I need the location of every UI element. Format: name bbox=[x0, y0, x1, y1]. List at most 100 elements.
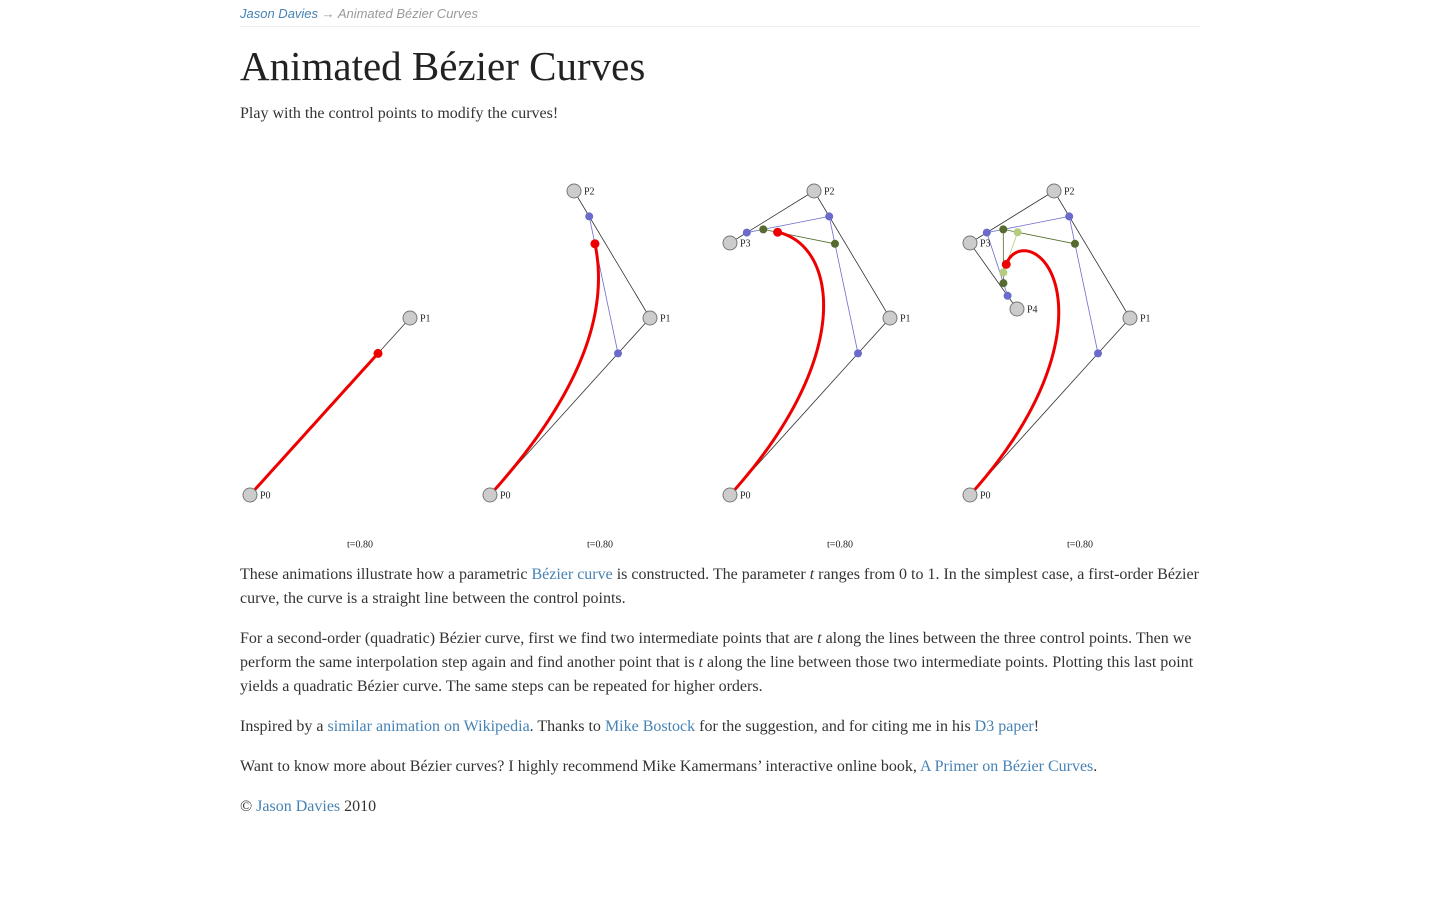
intermediate-point bbox=[830, 239, 839, 248]
breadcrumb: Jason Davies → Animated Bézier Curves bbox=[240, 6, 1200, 27]
page-title: Animated Bézier Curves bbox=[240, 43, 646, 89]
control-point bbox=[402, 310, 418, 326]
intermediate-point bbox=[999, 225, 1008, 234]
intermediate-point bbox=[742, 228, 751, 237]
intermediate-point bbox=[999, 268, 1008, 277]
text: Want to know more about Bézier curves? I… bbox=[240, 758, 920, 776]
intermediate-point bbox=[1070, 239, 1079, 248]
link[interactable]: Jason Davies bbox=[256, 798, 341, 816]
control-point bbox=[642, 310, 658, 326]
link[interactable]: Bézier curve bbox=[531, 566, 613, 584]
construction-line bbox=[1053, 190, 1131, 319]
control-point bbox=[882, 310, 898, 326]
construction-line bbox=[969, 190, 1055, 244]
control-point-label: P0 bbox=[980, 490, 991, 501]
text: Inspired by a bbox=[240, 718, 328, 736]
bezier-figures: P0 P1 t=0.80 P0 P1 P2 t=0.80 P0 P1 P2 P3 t=0.80 P0 P1… bbox=[242, 183, 1151, 550]
text: ranges from 0 to 1. In the simplest case… bbox=[240, 566, 1199, 608]
italic: t bbox=[809, 566, 815, 584]
text: along the lines between the three contro… bbox=[240, 630, 1192, 672]
bezier-figure: P0 P1 P2 t=0.80 bbox=[482, 183, 671, 550]
control-point-label: P2 bbox=[584, 186, 595, 197]
text: © bbox=[240, 798, 257, 816]
t-label: t=0.80 bbox=[827, 539, 853, 550]
construction-line bbox=[813, 190, 891, 319]
control-point-label: P2 bbox=[1064, 186, 1075, 197]
bezier-figure: P0 P1 P2 P3 t=0.80 bbox=[722, 183, 911, 550]
italic: t bbox=[698, 654, 703, 672]
text: . Thanks to bbox=[529, 718, 605, 736]
control-point-label: P0 bbox=[260, 490, 271, 501]
bezier-figure: P0 P1 P2 P3 P4 t=0.80 bbox=[962, 183, 1151, 550]
intermediate-point bbox=[1094, 349, 1102, 358]
curve-point bbox=[373, 348, 383, 358]
text: along the line between those two interme… bbox=[240, 654, 1194, 696]
intermediate-point bbox=[585, 212, 594, 221]
link[interactable]: Mike Bostock bbox=[604, 718, 696, 736]
paragraph: Inspired by a similar animation on Wikip… bbox=[240, 715, 1200, 739]
intermediate-point bbox=[1065, 212, 1074, 221]
bezier-curve bbox=[488, 243, 600, 497]
paragraph: These animations illustrate how a parame… bbox=[240, 563, 1200, 611]
link[interactable]: similar animation on Wikipedia bbox=[327, 718, 530, 736]
control-point-label: P1 bbox=[900, 313, 911, 324]
intro: Play with the control points to modify t… bbox=[240, 105, 559, 123]
control-point-label: P0 bbox=[500, 490, 511, 501]
control-point-label: P1 bbox=[660, 313, 671, 324]
link[interactable]: D3 paper bbox=[974, 718, 1034, 736]
control-point bbox=[482, 487, 498, 503]
control-point-label: P1 bbox=[1140, 313, 1151, 324]
text: for the suggestion, and for citing me in… bbox=[695, 718, 975, 736]
bezier-curve bbox=[728, 230, 826, 497]
control-point bbox=[962, 487, 978, 503]
text: is constructed. The parameter bbox=[612, 566, 810, 584]
control-point bbox=[722, 235, 738, 251]
breadcrumb-home[interactable]: Jason Davies bbox=[240, 6, 319, 21]
curve-point bbox=[773, 227, 783, 237]
bezier-curve bbox=[248, 352, 380, 497]
intermediate-point bbox=[825, 212, 834, 221]
control-point bbox=[242, 487, 258, 503]
construction-line bbox=[828, 216, 859, 354]
control-point bbox=[1122, 310, 1138, 326]
t-label: t=0.80 bbox=[1067, 539, 1093, 550]
construction-line bbox=[573, 190, 651, 319]
text: For a second-order (quadratic) Bézier cu… bbox=[240, 630, 818, 648]
text: These animations illustrate how a parame… bbox=[240, 566, 532, 584]
construction-line bbox=[1068, 216, 1099, 354]
curve-point bbox=[590, 239, 600, 249]
control-point bbox=[962, 235, 978, 251]
text: 2010 bbox=[340, 798, 377, 816]
breadcrumb-current: Animated Bézier Curves bbox=[337, 6, 478, 21]
control-point bbox=[1046, 183, 1062, 199]
bezier-curve bbox=[968, 249, 1061, 497]
intermediate-point bbox=[1013, 228, 1022, 237]
construction-line bbox=[969, 317, 1131, 496]
italic: t bbox=[817, 630, 822, 648]
curve-point bbox=[1001, 259, 1011, 269]
control-point bbox=[806, 183, 822, 199]
control-point-label: P2 bbox=[824, 186, 835, 197]
intermediate-point bbox=[854, 349, 862, 358]
footer: © Jason Davies 2010 bbox=[240, 795, 1200, 819]
control-point-label: P4 bbox=[1027, 304, 1038, 315]
control-point bbox=[722, 487, 738, 503]
construction-line bbox=[729, 190, 815, 244]
control-point-label: P3 bbox=[980, 238, 991, 249]
construction-line bbox=[588, 216, 619, 354]
control-point bbox=[566, 183, 582, 199]
link[interactable]: A Primer on Bézier Curves bbox=[919, 758, 1094, 776]
intermediate-point bbox=[999, 279, 1008, 288]
control-point-label: P1 bbox=[420, 313, 431, 324]
control-point-label: P0 bbox=[740, 490, 751, 501]
text: ! bbox=[1033, 718, 1040, 736]
bezier-figure: P0 P1 t=0.80 bbox=[242, 310, 431, 550]
t-label: t=0.80 bbox=[347, 539, 373, 550]
intermediate-point bbox=[982, 228, 991, 237]
control-point bbox=[1009, 301, 1025, 317]
intermediate-point bbox=[614, 349, 622, 358]
breadcrumb-separator: → bbox=[321, 6, 335, 21]
intermediate-point bbox=[1003, 291, 1012, 300]
